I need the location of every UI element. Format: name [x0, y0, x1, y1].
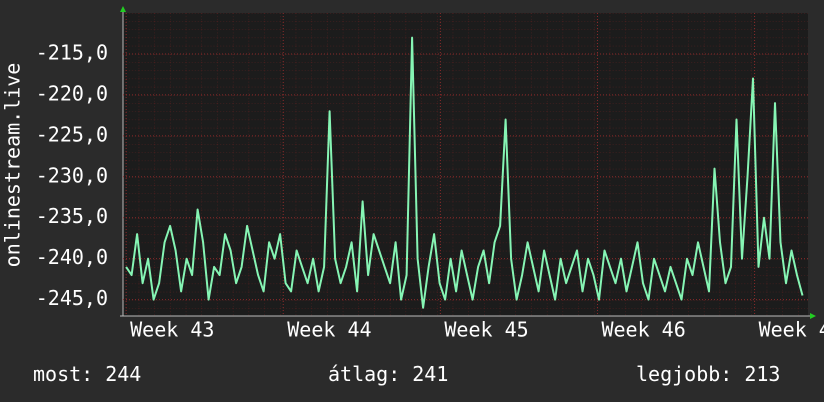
footer: most: 244 átlag: 241 legjobb: 213	[33, 362, 780, 386]
stat-value: 213	[744, 362, 780, 386]
stat-label: átlag:	[328, 362, 400, 386]
x-tick-label: Week 45	[444, 318, 528, 342]
stat-label: legjobb:	[636, 362, 732, 386]
y-axis-label: onlinestream.live	[1, 63, 25, 268]
axis-arrow	[810, 313, 816, 319]
footer-stat: most: 244	[33, 362, 141, 386]
stat-value: 244	[105, 362, 141, 386]
footer-stat: átlag: 241	[328, 362, 448, 386]
x-tick-label: Week 47	[759, 318, 824, 342]
x-tick-label: Week 46	[601, 318, 685, 342]
y-tick-label: -230,0	[36, 163, 108, 187]
x-tick-label: Week 43	[130, 318, 214, 342]
y-tick-label: -240,0	[36, 245, 108, 269]
stat-value: 241	[412, 362, 448, 386]
data-line	[125, 36, 804, 309]
y-tick-label: -220,0	[36, 81, 108, 105]
y-tick-label: -235,0	[36, 204, 108, 228]
axis-arrow	[120, 6, 126, 12]
y-tick-label: -225,0	[36, 122, 108, 146]
stat-label: most:	[33, 362, 93, 386]
x-tick-label: Week 44	[287, 318, 371, 342]
y-tick-label: -215,0	[36, 40, 108, 64]
y-tick-label: -245,0	[36, 286, 108, 310]
footer-stat: legjobb: 213	[636, 362, 780, 386]
